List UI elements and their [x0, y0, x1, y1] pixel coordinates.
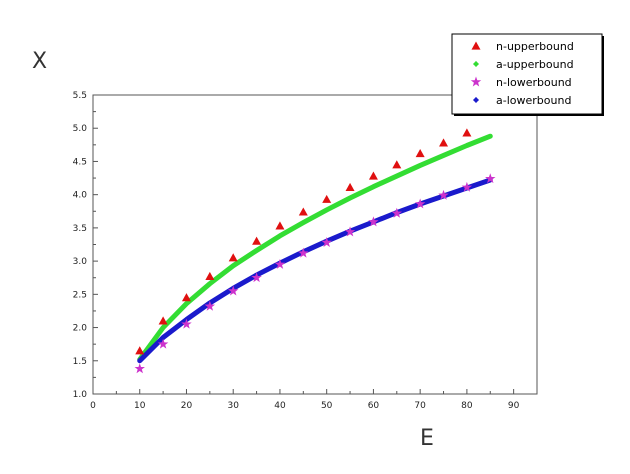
- data-point-n-upperbound: [322, 194, 332, 203]
- data-point-n-lowerbound: [485, 173, 496, 184]
- x-tick-label: 80: [461, 401, 473, 411]
- legend-label-a-lowerbound: a-lowerbound: [496, 94, 571, 107]
- series-n-upperbound: [135, 128, 472, 355]
- y-tick-label: 2.5: [73, 290, 87, 300]
- data-point-n-lowerbound: [204, 300, 216, 311]
- legend-marker-n-upperbound: [471, 41, 481, 50]
- series-layer: [134, 128, 496, 374]
- x-tick-label: 60: [368, 401, 380, 411]
- data-point-n-lowerbound: [298, 247, 309, 258]
- y-tick-label: 4.0: [73, 191, 88, 201]
- data-point-n-upperbound: [439, 138, 449, 147]
- data-point-n-lowerbound: [344, 226, 356, 237]
- x-tick-label: 50: [321, 401, 333, 411]
- data-point-n-lowerbound: [368, 216, 379, 227]
- data-point-n-upperbound: [392, 160, 402, 169]
- legend-marker-n-lowerbound: [470, 76, 482, 87]
- legend-label-a-upperbound: a-upperbound: [496, 58, 574, 71]
- y-axis-label: X: [32, 49, 47, 74]
- data-point-n-upperbound: [275, 221, 285, 230]
- data-point-n-upperbound: [415, 148, 425, 158]
- x-tick-label: 30: [227, 401, 239, 411]
- y-tick-label: 2.0: [73, 324, 88, 334]
- x-tick-label: 10: [134, 401, 146, 411]
- y-tick-label: 3.0: [73, 257, 88, 267]
- y-tick-label: 1.0: [73, 390, 88, 400]
- data-point-n-lowerbound: [157, 338, 169, 349]
- data-point-n-upperbound: [158, 316, 168, 325]
- series-line-a-upperbound: [137, 133, 493, 362]
- x-tick-label: 70: [414, 401, 426, 411]
- legend-label-n-upperbound: n-upperbound: [496, 40, 574, 53]
- data-point-n-upperbound: [181, 293, 191, 302]
- y-tick-label: 5.0: [73, 124, 88, 134]
- data-point-n-lowerbound: [181, 318, 192, 329]
- data-point-n-lowerbound: [227, 285, 239, 296]
- legend: n-upperbound a-upperbound n-lowerbound a-lo…: [451, 33, 604, 116]
- data-point-n-upperbound: [298, 207, 308, 216]
- y-tick-label: 5.5: [73, 91, 87, 101]
- legend-label-n-lowerbound: n-lowerbound: [496, 76, 572, 89]
- data-point-n-upperbound: [205, 271, 215, 280]
- data-point-n-lowerbound: [134, 363, 145, 374]
- data-point-n-upperbound: [135, 346, 145, 355]
- data-point-n-lowerbound: [414, 198, 426, 209]
- data-point-n-lowerbound: [251, 272, 262, 283]
- data-point-n-lowerbound: [391, 207, 403, 218]
- x-axis-label: E: [420, 426, 434, 451]
- data-point-n-lowerbound: [274, 258, 286, 269]
- y-tick-label: 1.5: [73, 357, 87, 367]
- x-tick-label: 20: [181, 401, 193, 411]
- x-tick-label: 90: [508, 401, 520, 411]
- data-point-n-upperbound: [462, 128, 472, 137]
- y-tick-label: 4.5: [73, 157, 87, 167]
- data-point-n-lowerbound: [438, 189, 449, 200]
- data-point-n-lowerbound: [321, 237, 332, 247]
- series-a-lowerbound: [137, 177, 493, 364]
- data-point-n-upperbound: [228, 253, 238, 262]
- data-point-n-upperbound: [252, 236, 262, 245]
- data-point-n-upperbound: [368, 171, 378, 180]
- x-tick-label: 0: [90, 401, 96, 411]
- x-tick-label: 40: [274, 401, 286, 411]
- axis-ticks: 0 10 20 30 40 50 60 70 80 90 1.0 1.5 2.0 2.5 3.0 3.5 4.0…: [73, 91, 538, 411]
- series-a-upperbound: [137, 133, 493, 362]
- data-point-n-lowerbound: [461, 181, 473, 192]
- y-tick-label: 3.5: [73, 224, 87, 234]
- series-line-a-lowerbound: [137, 177, 493, 364]
- data-point-n-upperbound: [345, 182, 355, 191]
- series-n-lowerbound: [134, 173, 496, 374]
